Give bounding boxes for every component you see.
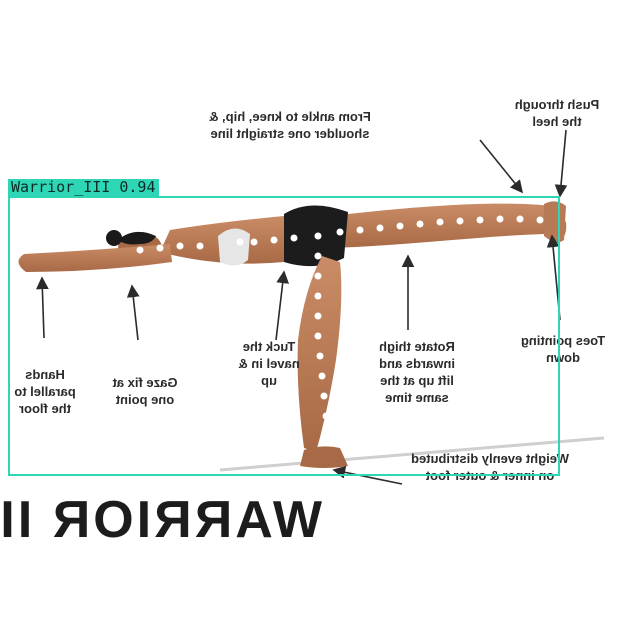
hair: [118, 231, 156, 245]
hair-bun: [106, 230, 122, 246]
raised-foot: [544, 201, 566, 243]
arms: [18, 244, 172, 272]
sports-top: [218, 228, 250, 266]
alignment-dots: [136, 215, 544, 420]
raised-leg: [322, 203, 567, 248]
detection-label: Warrior_III 0.94: [8, 179, 159, 196]
annotation-heel: Push through the heel: [514, 97, 600, 129]
pose-title: WARRIOR III: [0, 491, 322, 549]
annotation-alignment: From ankle to knee, hip, & shoulder one …: [209, 109, 371, 141]
standing-foot: [300, 446, 348, 468]
detection-bounding-box: [8, 196, 560, 476]
floor-line: [219, 436, 605, 472]
